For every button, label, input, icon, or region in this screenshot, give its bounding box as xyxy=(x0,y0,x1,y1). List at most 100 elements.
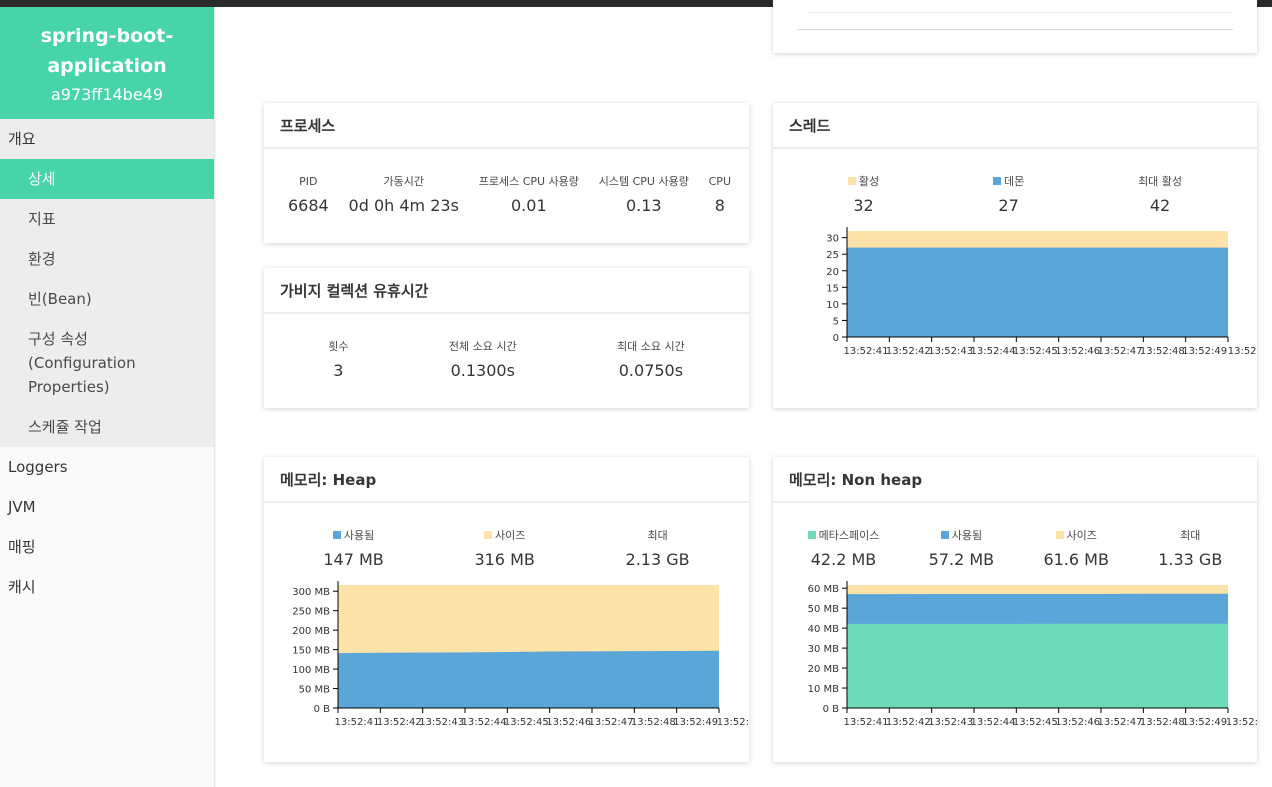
stat-heap-max: 최대 2.13 GB xyxy=(626,528,690,569)
stat-label: 사이즈 xyxy=(1043,528,1109,544)
gc-title: 가비지 컬렉션 유휴시간 xyxy=(264,268,749,314)
stat-value: 61.6 MB xyxy=(1043,550,1109,569)
stat-label: 프로세스 CPU 사용량 xyxy=(478,175,579,188)
top-bar xyxy=(0,0,1272,7)
x-tick-label: 13:52:46 xyxy=(1055,346,1100,357)
nav-overview[interactable]: 개요 xyxy=(8,130,36,148)
x-tick-label: 13:52:45 xyxy=(504,717,549,728)
nav-loggers[interactable]: Loggers xyxy=(8,458,68,476)
stat-heap-size: 사이즈 316 MB xyxy=(474,528,534,569)
legend-text: 사용됨 xyxy=(951,529,983,542)
x-tick-label: 13:52:44 xyxy=(462,717,507,728)
stat-label: 최대 소요 시간 xyxy=(617,340,685,353)
y-tick-label: 60 MB xyxy=(808,584,840,595)
legend-swatch-size xyxy=(483,531,492,539)
stat-value: 42.2 MB xyxy=(810,550,877,569)
y-tick-label: 100 MB xyxy=(292,665,330,676)
heap-card: 메모리: Heap 사용됨 147 MB 사이즈 316 MB 최대 2.13 … xyxy=(264,457,749,762)
y-tick-label: 50 MB xyxy=(299,685,331,696)
app-id: a973ff14be49 xyxy=(50,85,164,104)
nonheap-card: 메모리: Non heap 메타스페이스 42.2 MB 사용됨 57.2 MB… xyxy=(773,457,1257,762)
nonheap-title: 메모리: Non heap xyxy=(773,457,1257,503)
stat-cpu-count: CPU 8 xyxy=(709,174,731,215)
nav-details[interactable]: 상세 xyxy=(0,159,214,199)
y-tick-label: 30 xyxy=(826,234,839,245)
stat-value: 57.2 MB xyxy=(928,550,995,569)
x-tick-label: 13:52:47 xyxy=(589,717,634,728)
legend-text: 활성 xyxy=(858,175,880,188)
y-tick-label: 40 MB xyxy=(808,624,840,635)
x-tick-label: 13:52:46 xyxy=(546,717,591,728)
stat-label: 최대 활성 xyxy=(1138,175,1183,188)
x-tick-label: 13:52:47 xyxy=(1098,717,1143,728)
stat-threads-active: 활성 32 xyxy=(847,174,880,215)
legend-text: 사이즈 xyxy=(494,529,526,542)
top-card-partial xyxy=(773,0,1257,53)
stat-value: 8 xyxy=(714,196,725,215)
stat-value: 0.0750s xyxy=(618,361,684,380)
stat-nonheap-metaspace: 메타스페이스 42.2 MB xyxy=(807,528,880,569)
stat-value: 42 xyxy=(1149,196,1171,215)
stat-value: 0.13 xyxy=(625,196,662,215)
stat-label: 사용됨 xyxy=(929,528,995,544)
legend-text: 사용됨 xyxy=(343,529,375,542)
stat-heap-used: 사용됨 147 MB xyxy=(323,528,383,569)
nav-environment[interactable]: 환경 xyxy=(28,250,56,268)
area-series-1 xyxy=(847,247,1228,337)
stat-value: 32 xyxy=(853,196,874,215)
main-content: 프로세스 PID 6684 가동시간 0d 0h 4m 23s 프로세스 CPU… xyxy=(216,0,1272,787)
stat-label: 최대 xyxy=(647,529,668,542)
nav-configuration-properties[interactable]: 구성 속성(Configuration Properties) xyxy=(28,330,136,396)
y-tick-label: 0 B xyxy=(314,704,331,715)
stat-label: 사이즈 xyxy=(474,528,534,544)
x-tick-label: 13:52:42 xyxy=(886,346,931,357)
stat-gc-total: 전체 소요 시간 0.1300s xyxy=(449,339,517,380)
legend-swatch-used xyxy=(332,531,341,539)
stat-threads-peak: 최대 활성 42 xyxy=(1138,174,1182,215)
y-tick-label: 250 MB xyxy=(292,607,330,618)
y-tick-label: 25 xyxy=(826,250,839,261)
x-tick-label: 13:52:49 xyxy=(1182,346,1227,357)
x-tick-label: 13:52:44 xyxy=(971,346,1016,357)
nav-metrics[interactable]: 지표 xyxy=(28,210,56,228)
x-tick-label: 13:52:41 xyxy=(844,346,889,357)
y-tick-label: 15 xyxy=(826,283,839,294)
stat-label: 활성 xyxy=(847,174,880,190)
app-header[interactable]: spring-boot- application a973ff14be49 xyxy=(0,7,214,119)
stat-value: 0.1300s xyxy=(450,361,515,380)
stat-pid: PID 6684 xyxy=(288,174,329,215)
y-tick-label: 50 MB xyxy=(808,604,840,615)
nav-scheduled-tasks[interactable]: 스케쥴 작업 xyxy=(28,418,102,436)
nav-beans[interactable]: 빈(Bean) xyxy=(28,290,92,308)
gc-card: 가비지 컬렉션 유휴시간 횟수 3 전체 소요 시간 0.1300s 최대 소요… xyxy=(264,268,749,408)
gc-stats: 횟수 3 전체 소요 시간 0.1300s 최대 소요 시간 0.0750s xyxy=(264,339,749,380)
stat-value: 0.01 xyxy=(511,196,547,215)
legend-text: 사이즈 xyxy=(1066,529,1097,542)
heap-stats: 사용됨 147 MB 사이즈 316 MB 최대 2.13 GB xyxy=(264,528,749,569)
stat-label: 가동시간 xyxy=(383,175,424,188)
y-tick-label: 300 MB xyxy=(292,587,330,598)
threads-chart: 05101520253013:52:4113:52:4213:52:4313:5… xyxy=(826,227,1257,357)
y-tick-label: 0 xyxy=(833,333,839,344)
heap-title: 메모리: Heap xyxy=(264,457,749,503)
area-series-2 xyxy=(847,623,1228,708)
process-title: 프로세스 xyxy=(264,103,749,149)
y-tick-label: 200 MB xyxy=(292,626,330,637)
x-tick-label: 13:52:44 xyxy=(971,717,1016,728)
app-name-line2: application xyxy=(47,55,167,77)
legend-swatch-daemon xyxy=(992,177,1001,185)
nonheap-stats: 메타스페이스 42.2 MB 사용됨 57.2 MB 사이즈 61.6 MB 최… xyxy=(773,528,1257,569)
y-tick-label: 5 xyxy=(833,316,839,327)
stat-system-cpu: 시스템 CPU 사용량 0.13 xyxy=(599,174,689,215)
nav-jvm[interactable]: JVM xyxy=(8,498,36,516)
stat-value: 0d 0h 4m 23s xyxy=(348,196,459,215)
y-tick-label: 150 MB xyxy=(292,646,330,657)
nav-mappings[interactable]: 매핑 xyxy=(8,538,36,556)
legend-text: 메타스페이스 xyxy=(818,529,880,542)
process-card: 프로세스 PID 6684 가동시간 0d 0h 4m 23s 프로세스 CPU… xyxy=(264,103,749,243)
x-tick-label: 13:52:46 xyxy=(1055,717,1100,728)
nav-caches[interactable]: 캐시 xyxy=(8,578,36,596)
legend-swatch-metaspace xyxy=(807,531,816,539)
legend-swatch-used xyxy=(940,531,949,539)
threads-card: 스레드 활성 32 데몬 27 최대 활성 42 0 5 10 15 20 25 30 13:… xyxy=(773,103,1257,408)
